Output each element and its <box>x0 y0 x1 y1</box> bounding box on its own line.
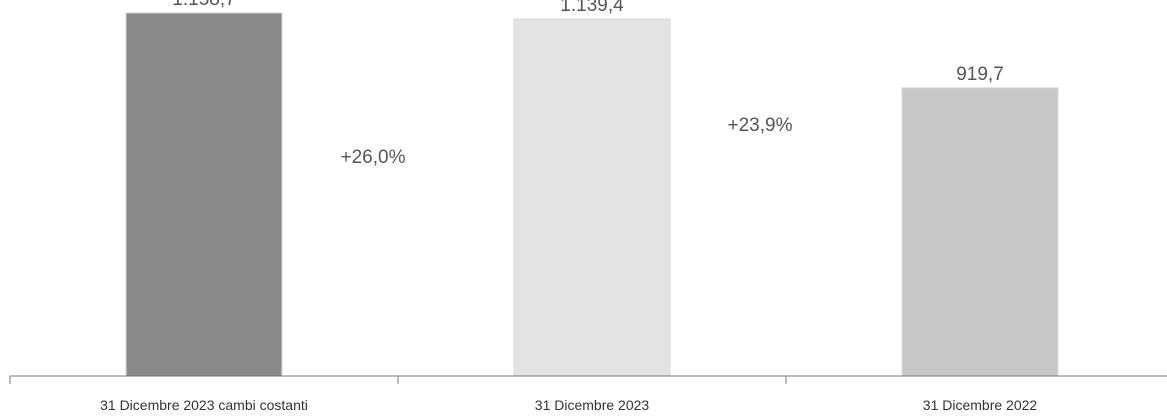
x-axis-ticks-group <box>9 376 787 384</box>
growth-annotation-1: +26,0% <box>341 147 406 168</box>
bar-3 <box>901 87 1059 377</box>
value-labels-group: 1.158,7 1.139,4 919,7 <box>172 0 1003 85</box>
x-tick-label-1: 31 Dicembre 2023 cambi costanti <box>100 397 308 413</box>
growth-annotations-group: +26,0% +23,9% <box>341 115 793 168</box>
bar-value-label-3: 919,7 <box>956 64 1004 85</box>
x-tick-label-2: 31 Dicembre 2023 <box>535 397 650 413</box>
bar-value-label-2: 1.139,4 <box>560 0 624 16</box>
bar-2 <box>513 18 671 377</box>
bar-value-label-1: 1.158,7 <box>172 0 235 10</box>
bars-group <box>125 12 1059 377</box>
x-axis-tick-labels-group: 31 Dicembre 2023 cambi costanti 31 Dicemb… <box>100 397 1037 413</box>
bar-1 <box>125 12 283 377</box>
x-tick-label-3: 31 Dicembre 2022 <box>923 397 1038 413</box>
growth-annotation-2: +23,9% <box>728 115 793 136</box>
